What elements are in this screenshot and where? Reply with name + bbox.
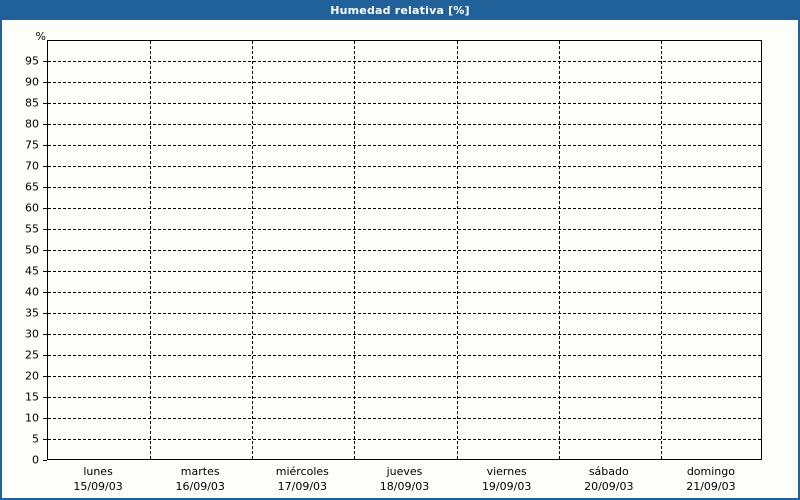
gridline-horizontal [48,229,761,230]
y-axis-tick-mark [43,208,47,209]
gridline-horizontal [48,313,761,314]
y-axis-tick-label: 85 [25,96,39,110]
x-axis: lunes 15/09/03 martes 16/09/03 miércoles 17/0… [2,460,798,500]
gridline-horizontal [48,103,761,104]
gridline-horizontal [48,187,761,188]
gridline-horizontal [48,145,761,146]
y-axis-tick-label: 75 [25,138,39,152]
gridline-horizontal [48,355,761,356]
gridline-horizontal [48,334,761,335]
y-axis-tick-mark [43,229,47,230]
y-axis-tick-mark [43,103,47,104]
gridline-vertical [559,41,560,459]
humidity-chart: % 0 5 10 15 20 25 30 35 40 45 50 55 60 65 70 75 80 85 90 95… [2,20,798,496]
y-axis-tick-label: 90 [25,75,39,89]
y-axis-tick-label: 25 [25,348,39,362]
y-axis-tick-mark [43,145,47,146]
x-axis-tick-label: martes 16/09/03 [130,464,270,494]
y-axis-tick-label: 15 [25,390,39,404]
gridline-vertical [252,41,253,459]
gridline-vertical [457,41,458,459]
y-axis-tick-label: 70 [25,159,39,173]
plot-area [47,40,762,460]
y-axis-tick-mark [43,61,47,62]
y-axis-tick-mark [43,418,47,419]
y-axis-tick-label: 55 [25,222,39,236]
y-axis-tick-mark [43,313,47,314]
y-axis-tick-mark [43,292,47,293]
y-axis-tick-mark [43,187,47,188]
gridline-horizontal [48,376,761,377]
x-axis-date-label: 17/09/03 [277,480,328,493]
gridline-vertical [354,41,355,459]
y-axis-tick-mark [43,334,47,335]
gridline-horizontal [48,61,761,62]
gridline-vertical [150,41,151,459]
x-axis-tick-label: domingo 21/09/03 [641,464,781,494]
y-axis-tick-mark [43,397,47,398]
x-axis-day-label: domingo [686,465,735,478]
y-axis-tick-mark [43,250,47,251]
x-axis-tick-label: miércoles 17/09/03 [232,464,372,494]
y-axis-tick-mark [43,271,47,272]
y-axis-tick-label: 80 [25,117,39,131]
x-axis-date-label: 15/09/03 [73,480,123,493]
gridline-horizontal [48,166,761,167]
gridline-horizontal [48,397,761,398]
x-axis-day-label: viernes [486,465,527,478]
window-title-bar: Humedad relativa [%] [0,0,800,20]
x-axis-date-label: 18/09/03 [379,480,430,493]
y-axis-tick-mark [43,124,47,125]
x-axis-day-label: jueves [386,465,423,478]
x-axis-tick-label: viernes 19/09/03 [437,464,577,494]
y-axis-unit-label: % [35,30,46,43]
y-axis-tick-mark [43,166,47,167]
gridline-horizontal [48,208,761,209]
y-axis-tick-label: 95 [25,54,39,68]
gridline-horizontal [48,82,761,83]
y-axis-tick-label: 40 [25,285,39,299]
y-axis-tick-label: 50 [25,243,39,257]
y-axis-tick-mark [43,82,47,83]
x-axis-day-label: miércoles [275,465,329,478]
y-axis-tick-label: 65 [25,180,39,194]
y-axis-tick-mark [43,439,47,440]
y-axis-tick-mark [43,355,47,356]
x-axis-date-label: 20/09/03 [584,480,634,493]
x-axis-tick-label: jueves 18/09/03 [335,464,475,494]
y-axis-tick-label: 10 [25,411,39,425]
gridline-horizontal [48,271,761,272]
x-axis-day-label: martes [180,465,220,478]
y-axis-tick-mark [43,376,47,377]
x-axis-date-label: 21/09/03 [686,480,736,493]
x-axis-tick-label: sábado 20/09/03 [539,464,679,494]
gridline-vertical [661,41,662,459]
gridline-horizontal [48,124,761,125]
x-axis-day-label: sábado [588,465,629,478]
y-axis-tick-label: 45 [25,264,39,278]
x-axis-date-label: 19/09/03 [481,480,532,493]
y-axis: % 0 5 10 15 20 25 30 35 40 45 50 55 60 65 70 75 80 85 90 95 [2,20,47,496]
y-axis-tick-label: 5 [32,432,39,446]
page-title: Humedad relativa [%] [330,3,470,17]
gridline-horizontal [48,439,761,440]
y-axis-tick-label: 35 [25,306,39,320]
x-axis-day-label: lunes [83,465,113,478]
x-axis-date-label: 16/09/03 [175,480,225,493]
y-axis-tick-label: 60 [25,201,39,215]
gridline-horizontal [48,418,761,419]
gridline-horizontal [48,292,761,293]
y-axis-tick-label: 30 [25,327,39,341]
y-axis-tick-label: 0 [32,453,39,467]
gridline-horizontal [48,250,761,251]
y-axis-tick-mark [43,460,47,461]
x-axis-tick-label: lunes 15/09/03 [28,464,168,494]
y-axis-tick-label: 20 [25,369,39,383]
